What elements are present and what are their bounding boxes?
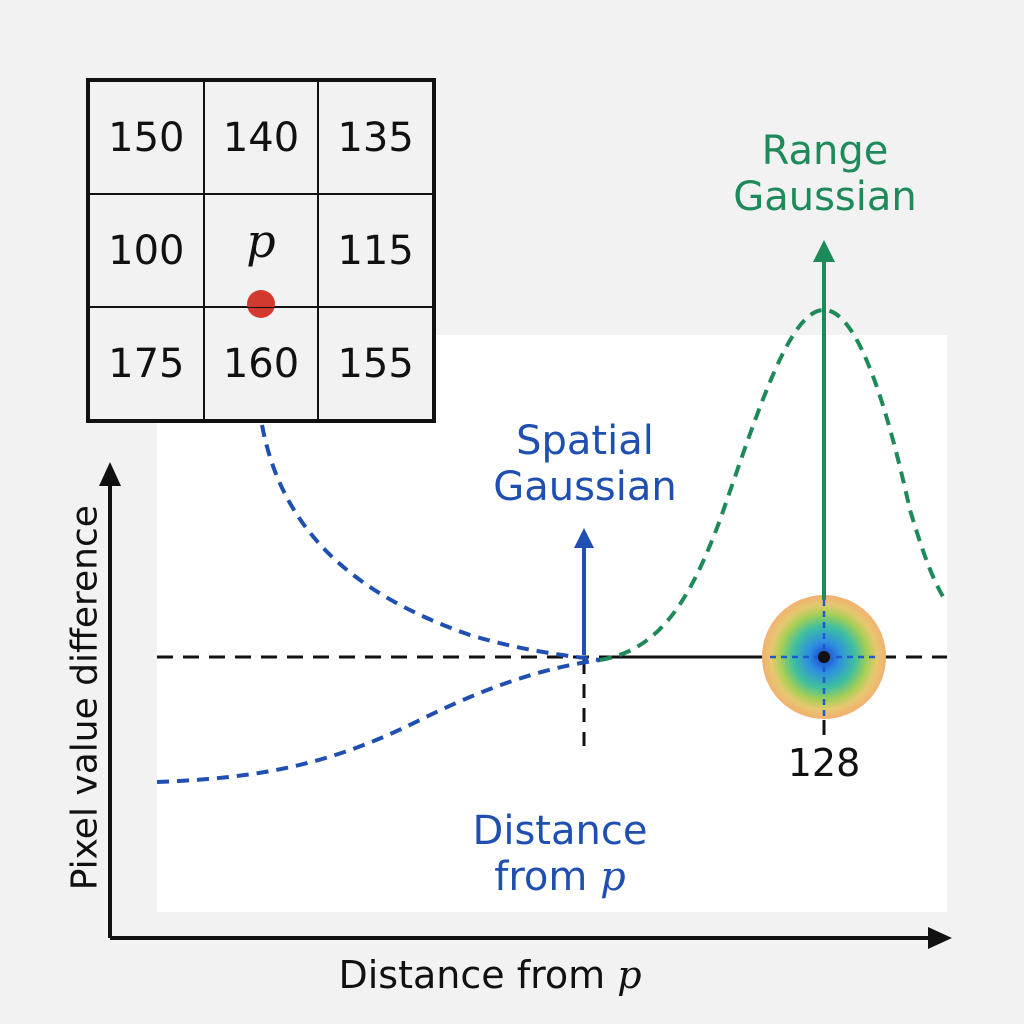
range-curve (599, 307, 949, 662)
spatial-curve-lower (156, 658, 601, 784)
grid-cell: 150 (89, 81, 204, 194)
x-axis-arrow (928, 927, 952, 949)
y-axis-arrow (99, 462, 121, 486)
grid-cell: 140 (203, 81, 319, 194)
kernel-center-dot (818, 651, 830, 663)
distance-label: Distance from p (472, 808, 648, 900)
center-pixel-label: p (246, 213, 276, 268)
spatial-arrow-head (574, 528, 594, 548)
grid-cell: 175 (89, 307, 204, 420)
tick-label-128: 128 (787, 741, 861, 785)
spatial-curve-upper (260, 424, 601, 662)
grid-cell-center: p (203, 194, 319, 318)
x-axis-label: Distance from p (338, 953, 642, 997)
grid-cell: 135 (318, 81, 433, 194)
center-pixel-dot (246, 290, 275, 318)
pixel-neighborhood-grid: 150 140 135 100 p 115 175 160 155 (86, 78, 436, 423)
spatial-gaussian-label: Spatial Gaussian (493, 418, 677, 510)
range-gaussian-label: Range Gaussian (733, 128, 917, 220)
grid-cell: 155 (318, 307, 433, 420)
range-arrow-head (813, 240, 835, 262)
grid-cell: 115 (318, 194, 433, 307)
grid-cell: 100 (89, 194, 204, 307)
grid-cell: 160 (203, 307, 319, 420)
y-axis-label: Pixel value difference (64, 505, 106, 891)
